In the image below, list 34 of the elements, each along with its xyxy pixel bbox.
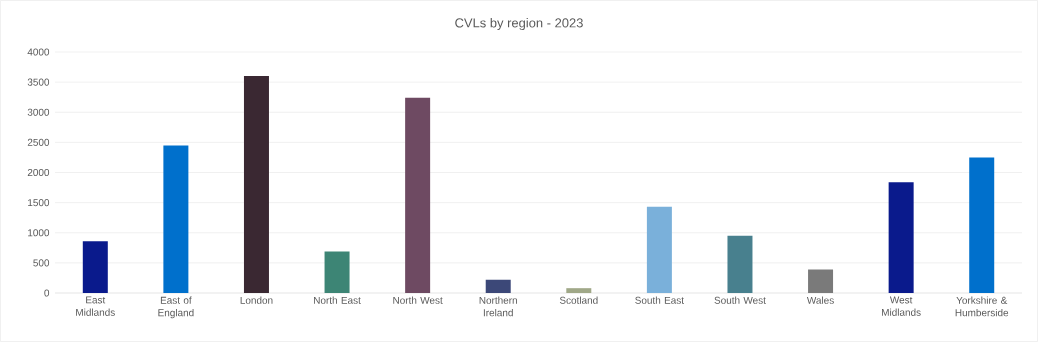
y-tick-label: 1000 (28, 229, 50, 237)
x-tick-label: Wales (806, 296, 834, 304)
x-tick-label: London (240, 296, 273, 304)
bar (566, 288, 592, 293)
y-tick-label: 3500 (27, 78, 50, 86)
x-tick-label: Yorkshire & Humberside (955, 296, 1009, 317)
bar (808, 269, 834, 293)
y-tick-label: 2000 (27, 168, 50, 177)
y-tick-label: 0 (44, 289, 50, 297)
x-tick-label: North West (393, 296, 443, 304)
bar (82, 241, 108, 293)
y-tick-label: 3000 (27, 108, 50, 116)
bar (646, 206, 672, 293)
x-tick-label: East of England (158, 296, 194, 319)
x-tick-label: South West (714, 296, 766, 304)
bar (163, 145, 189, 293)
bar (243, 76, 269, 293)
bar (727, 235, 753, 293)
y-tick-label: 1500 (28, 199, 50, 207)
y-tick-label: 4000 (27, 48, 50, 56)
x-tick-label: North East (314, 296, 361, 304)
y-tick-label: 2500 (27, 138, 50, 146)
x-tick-label: South East (635, 296, 684, 304)
bar (324, 251, 350, 293)
x-tick-label: East Midlands (76, 296, 115, 316)
x-tick-label: Northern Ireland (479, 296, 517, 317)
x-tick-label: West Midlands (882, 296, 921, 316)
bar (485, 279, 511, 293)
chart-title: CVLs by region - 2023 (455, 17, 583, 31)
bar (969, 157, 995, 293)
bar (888, 182, 914, 293)
y-tick-label: 500 (33, 259, 50, 267)
bar (405, 97, 431, 293)
x-tick-label: Scotland (559, 296, 598, 304)
